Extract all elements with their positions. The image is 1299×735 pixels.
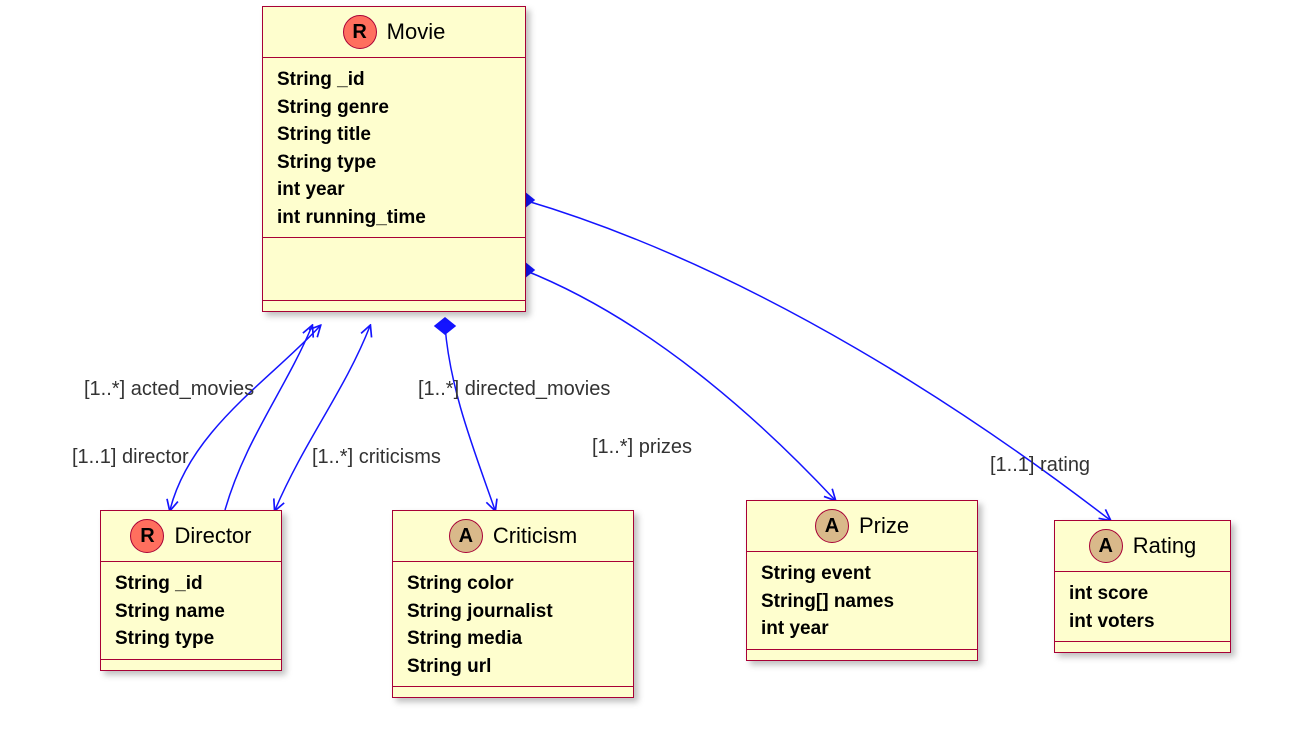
stereotype-icon: R — [130, 519, 164, 553]
class-attr: int year — [277, 176, 511, 204]
class-director-name: Director — [174, 523, 251, 549]
class-rating-name: Rating — [1133, 533, 1197, 559]
edge-label: [1..*] criticisms — [312, 446, 441, 469]
edge-label: [1..*] acted_movies — [84, 378, 254, 401]
class-director-attrs: String _idString nameString type — [101, 562, 281, 660]
class-rating-header: A Rating — [1055, 521, 1230, 572]
class-movie-attrs: String _idString genreString titleString… — [263, 58, 525, 238]
class-attr: String genre — [277, 94, 511, 122]
class-attr: String url — [407, 653, 619, 681]
class-attr: String type — [277, 149, 511, 177]
uml-diagram: R Movie String _idString genreString tit… — [0, 0, 1299, 735]
class-attr: int year — [761, 615, 963, 643]
class-movie-header: R Movie — [263, 7, 525, 58]
class-criticism: A Criticism String colorString journalis… — [392, 510, 634, 698]
edge-line — [170, 326, 320, 510]
class-prize: A Prize String eventString[] namesint ye… — [746, 500, 978, 661]
class-movie-empty — [263, 238, 525, 301]
class-prize-header: A Prize — [747, 501, 977, 552]
class-attr: String event — [761, 560, 963, 588]
class-attr: String _id — [115, 570, 267, 598]
class-attr: String _id — [277, 66, 511, 94]
class-criticism-header: A Criticism — [393, 511, 633, 562]
class-movie-footer — [263, 301, 525, 311]
class-movie: R Movie String _idString genreString tit… — [262, 6, 526, 312]
edge-label: [1..*] prizes — [592, 436, 692, 459]
class-attr: int running_time — [277, 204, 511, 232]
edge-line — [225, 326, 312, 510]
class-attr: String[] names — [761, 588, 963, 616]
class-criticism-attrs: String colorString journalistString medi… — [393, 562, 633, 687]
stereotype-icon: A — [449, 519, 483, 553]
edge-line — [445, 326, 495, 510]
stereotype-icon: A — [1089, 529, 1123, 563]
class-attr: String name — [115, 598, 267, 626]
class-director: R Director String _idString nameString t… — [100, 510, 282, 671]
edge-line — [275, 326, 370, 510]
class-rating-footer — [1055, 642, 1230, 652]
class-criticism-footer — [393, 687, 633, 697]
edge-label: [1..*] directed_movies — [418, 378, 610, 401]
class-attr: String journalist — [407, 598, 619, 626]
class-criticism-name: Criticism — [493, 523, 577, 549]
class-attr: String media — [407, 625, 619, 653]
class-attr: String color — [407, 570, 619, 598]
class-director-header: R Director — [101, 511, 281, 562]
class-prize-name: Prize — [859, 513, 909, 539]
class-attr: String type — [115, 625, 267, 653]
class-attr: int voters — [1069, 608, 1216, 636]
edge-label: [1..1] rating — [990, 454, 1090, 477]
class-prize-footer — [747, 650, 977, 660]
class-director-footer — [101, 660, 281, 670]
class-prize-attrs: String eventString[] namesint year — [747, 552, 977, 650]
class-movie-name: Movie — [387, 19, 446, 45]
composition-diamond-icon — [435, 318, 455, 334]
stereotype-icon: A — [815, 509, 849, 543]
stereotype-icon: R — [343, 15, 377, 49]
class-rating: A Rating int scoreint voters — [1054, 520, 1231, 653]
class-attr: String title — [277, 121, 511, 149]
edge-label: [1..1] director — [72, 446, 189, 469]
class-attr: int score — [1069, 580, 1216, 608]
class-rating-attrs: int scoreint voters — [1055, 572, 1230, 642]
